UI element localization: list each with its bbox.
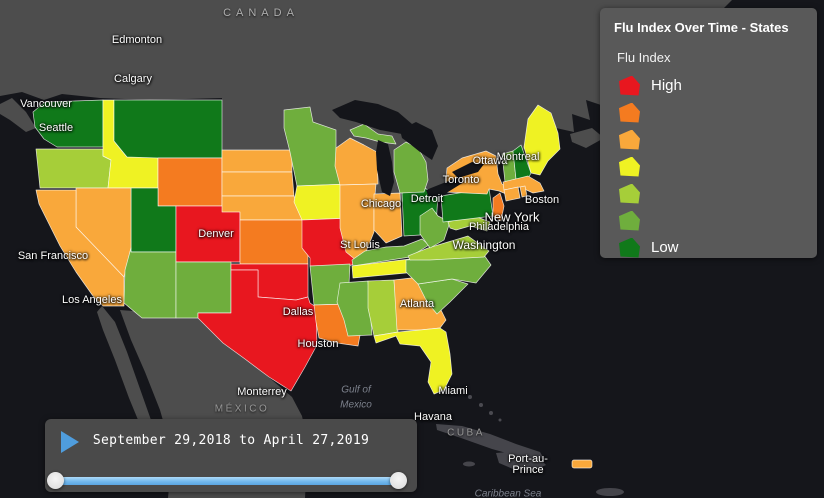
state-SD[interactable] (221, 171, 295, 197)
great-lakes (332, 100, 484, 200)
legend-swatch-high (619, 75, 640, 96)
state-CO[interactable] (175, 205, 241, 263)
lake-michigan (376, 140, 394, 196)
state-VA[interactable] (407, 235, 490, 261)
legend-swatch-yellow (619, 156, 640, 177)
legend-subtitle: Flu Index (617, 50, 671, 65)
state-WV[interactable] (419, 207, 451, 249)
state-MI-upper[interactable] (349, 123, 397, 145)
state-WY[interactable] (157, 157, 223, 207)
bahamas-islands (458, 388, 502, 422)
state-NJ[interactable] (492, 192, 505, 222)
legend-item (619, 99, 817, 126)
state-RI[interactable] (519, 185, 528, 198)
lake-ontario (452, 162, 484, 178)
legend-label: Low (651, 239, 679, 256)
state-AL[interactable] (367, 279, 399, 337)
slider-handle-start[interactable] (47, 472, 64, 489)
date-range-label: September 29,2018 to April 27,2019 (92, 433, 370, 448)
state-TX[interactable] (197, 269, 318, 392)
state-PR[interactable] (571, 459, 593, 469)
state-CT[interactable] (503, 186, 521, 202)
state-NC[interactable] (405, 254, 492, 285)
jamaica-island (463, 461, 475, 467)
legend-item (619, 153, 817, 180)
slider-handle-end[interactable] (390, 472, 407, 489)
state-IN[interactable] (373, 192, 403, 244)
legend-item (619, 126, 817, 153)
lake-erie (426, 176, 464, 200)
legend-label: High (651, 77, 682, 94)
legend-swatch-yellow-green (619, 183, 640, 204)
state-ME[interactable] (523, 104, 561, 176)
legend-item (619, 207, 817, 234)
nova-scotia (570, 128, 604, 148)
states-layer (32, 99, 593, 469)
state-CA[interactable] (35, 189, 125, 307)
legend-item: Low (619, 234, 817, 261)
legend-item: High (619, 72, 817, 99)
state-FL[interactable] (373, 327, 453, 395)
vancouver-island (0, 98, 36, 132)
state-WA[interactable] (32, 99, 104, 148)
state-KS[interactable] (239, 219, 309, 265)
legend-swatch-orange (619, 102, 640, 123)
time-slider-panel: September 29,2018 to April 27,2019 (45, 419, 417, 492)
state-NY[interactable] (444, 150, 516, 198)
lake-superior (332, 100, 412, 134)
legend-swatch-green (619, 210, 640, 231)
central-america (596, 488, 624, 496)
play-button-icon[interactable] (60, 430, 80, 454)
legend-item (619, 180, 817, 207)
hispaniola-island (496, 451, 546, 471)
legend-items: High Low (619, 72, 817, 261)
state-NM[interactable] (175, 261, 232, 319)
state-OR[interactable] (35, 148, 112, 189)
slider-track[interactable] (53, 477, 403, 485)
legend-swatch-amber (619, 129, 640, 150)
legend-title: Flu Index Over Time - States (614, 20, 789, 35)
cuba-island (436, 424, 544, 459)
state-ND[interactable] (221, 149, 293, 173)
state-MT[interactable] (113, 99, 223, 159)
lake-huron (400, 122, 438, 160)
state-AZ[interactable] (123, 247, 177, 319)
legend-swatch-low (619, 237, 640, 258)
legend-panel: Flu Index Over Time - States Flu Index H… (600, 8, 817, 258)
canada-landmass (0, 0, 732, 202)
